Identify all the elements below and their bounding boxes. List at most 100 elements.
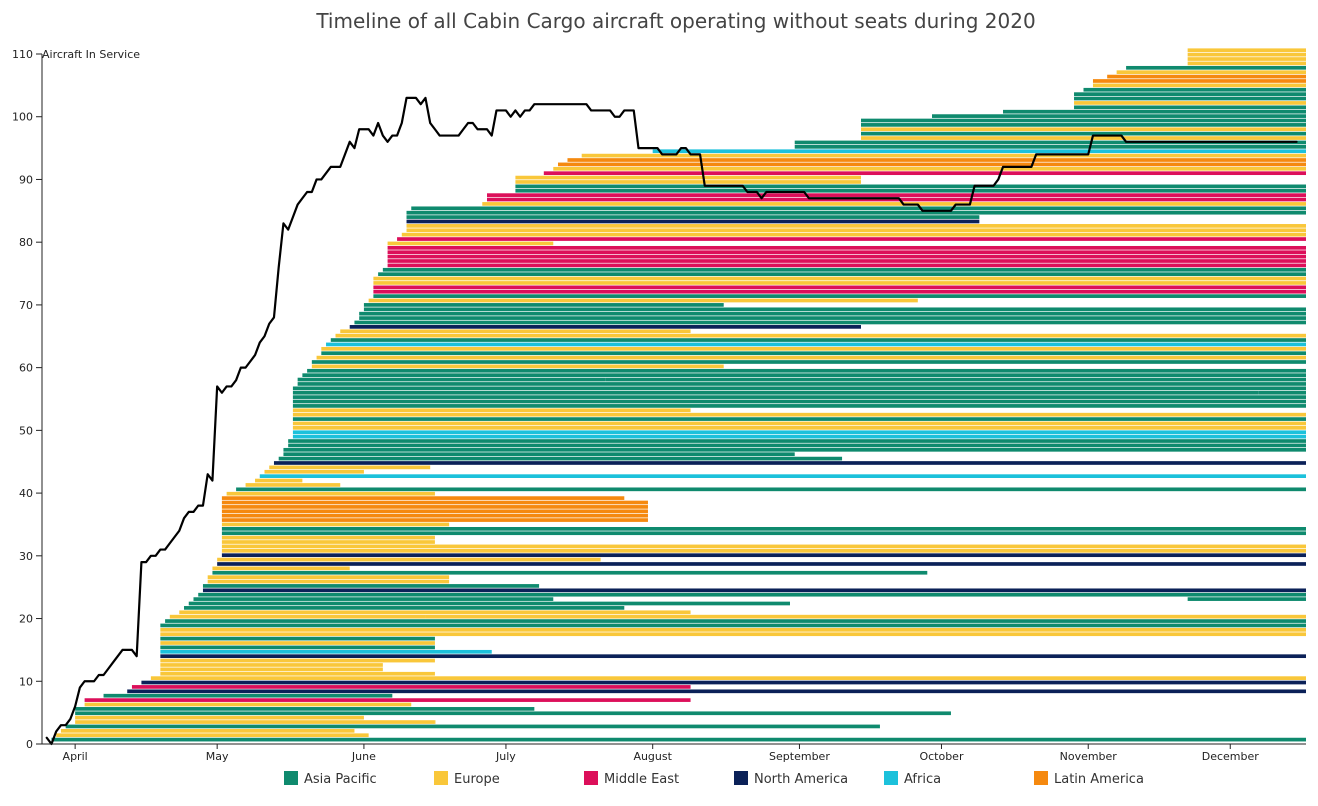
timeline-bar	[245, 483, 341, 487]
x-tick-label: October	[919, 750, 963, 763]
timeline-bar	[193, 597, 554, 601]
timeline-bar	[1187, 57, 1306, 61]
timeline-bar	[221, 531, 1306, 536]
timeline-bar	[515, 184, 1306, 189]
timeline-bar	[165, 619, 1307, 623]
timeline-bar	[184, 606, 625, 610]
timeline-bar	[150, 676, 1306, 680]
x-tick-label: August	[633, 750, 672, 763]
timeline-bar	[326, 342, 1306, 347]
legend-label: Europe	[454, 772, 500, 787]
timeline-bar	[221, 548, 1306, 553]
y-tick-label: 50	[19, 424, 33, 437]
timeline-bar	[373, 289, 1306, 294]
timeline-bar	[217, 562, 1306, 566]
timeline-bar	[84, 702, 412, 707]
timeline-bar	[373, 276, 1306, 281]
timeline-bar	[1092, 83, 1306, 88]
timeline-bar	[288, 443, 1306, 448]
timeline-bar	[127, 689, 1307, 694]
timeline-bar	[482, 202, 1306, 206]
timeline-bar	[1092, 79, 1306, 83]
timeline-bar	[1074, 105, 1306, 110]
timeline-bar	[221, 527, 1306, 531]
timeline-bar	[1074, 96, 1306, 101]
timeline-bar	[335, 333, 1306, 338]
timeline-bar	[179, 610, 691, 615]
timeline-bar	[425, 614, 1307, 619]
legend-label: Africa	[904, 772, 941, 787]
timeline-bar	[75, 711, 951, 716]
timeline-bar	[487, 197, 1306, 202]
timeline-bar	[202, 588, 1307, 593]
timeline-bar	[373, 281, 1306, 285]
timeline-bar	[141, 680, 1306, 685]
timeline-bar	[292, 386, 1306, 391]
timeline-bar	[221, 535, 435, 540]
legend-swatch	[584, 771, 598, 785]
timeline-bars	[51, 48, 1307, 742]
legend-label: Latin America	[1054, 772, 1144, 787]
timeline-bar	[387, 254, 1307, 259]
legend-label: Middle East	[604, 772, 679, 787]
timeline-bar	[302, 373, 1306, 378]
timeline-bar	[1258, 390, 1306, 395]
timeline-bar	[605, 377, 1306, 382]
timeline-bar	[160, 641, 435, 645]
timeline-bar	[363, 307, 1306, 312]
timeline-bar	[487, 193, 1306, 197]
timeline-bar	[1187, 52, 1306, 57]
y-axis-label: Aircraft In Service	[42, 48, 140, 61]
timeline-bar	[406, 228, 1306, 233]
timeline-bar	[553, 166, 1306, 171]
y-tick-label: 90	[19, 173, 33, 186]
timeline-bar	[387, 263, 1307, 268]
timeline-bar	[378, 272, 1306, 277]
timeline-bar	[330, 338, 1306, 342]
x-tick-label: June	[351, 750, 376, 763]
timeline-bar	[297, 377, 606, 382]
timeline-bar	[1116, 70, 1306, 75]
timeline-bar	[1107, 74, 1306, 79]
timeline-bar	[84, 698, 691, 702]
timeline-bar	[221, 505, 648, 509]
legend-swatch	[734, 771, 748, 785]
timeline-bar	[278, 456, 843, 461]
x-tick-label: December	[1202, 750, 1260, 763]
timeline-bar	[56, 733, 369, 738]
timeline-bar	[160, 645, 435, 650]
timeline-bar	[387, 245, 1307, 250]
timeline-bar	[273, 461, 1307, 465]
timeline-bar	[221, 513, 648, 518]
timeline-bar	[160, 658, 435, 663]
timeline-bar	[221, 522, 450, 527]
timeline-bar	[269, 465, 431, 470]
timeline-bar	[363, 303, 724, 307]
legend-swatch	[1034, 771, 1048, 785]
legend-swatch	[284, 771, 298, 785]
timeline-bar	[581, 153, 1306, 158]
timeline-bar	[861, 131, 1306, 136]
timeline-bar	[558, 162, 1306, 167]
timeline-bar	[515, 175, 861, 180]
timeline-bar	[382, 267, 1307, 272]
timeline-bar	[567, 158, 1306, 162]
timeline-bar	[259, 474, 1306, 478]
y-tick-label: 40	[19, 487, 33, 500]
timeline-bar	[387, 241, 554, 246]
timeline-bar	[75, 707, 535, 711]
timeline-bar	[236, 487, 1307, 492]
timeline-bar	[1074, 92, 1306, 96]
timeline-bar	[103, 693, 393, 698]
legend-label: Asia Pacific	[304, 772, 377, 787]
timeline-bar	[169, 614, 426, 619]
timeline-bar	[160, 623, 1307, 628]
timeline-bar	[543, 171, 1306, 176]
timeline-bar	[406, 224, 1306, 228]
timeline-bar	[349, 325, 861, 329]
timeline-bar	[221, 544, 1306, 549]
timeline-bar	[861, 123, 1306, 127]
timeline-bar	[160, 667, 383, 672]
